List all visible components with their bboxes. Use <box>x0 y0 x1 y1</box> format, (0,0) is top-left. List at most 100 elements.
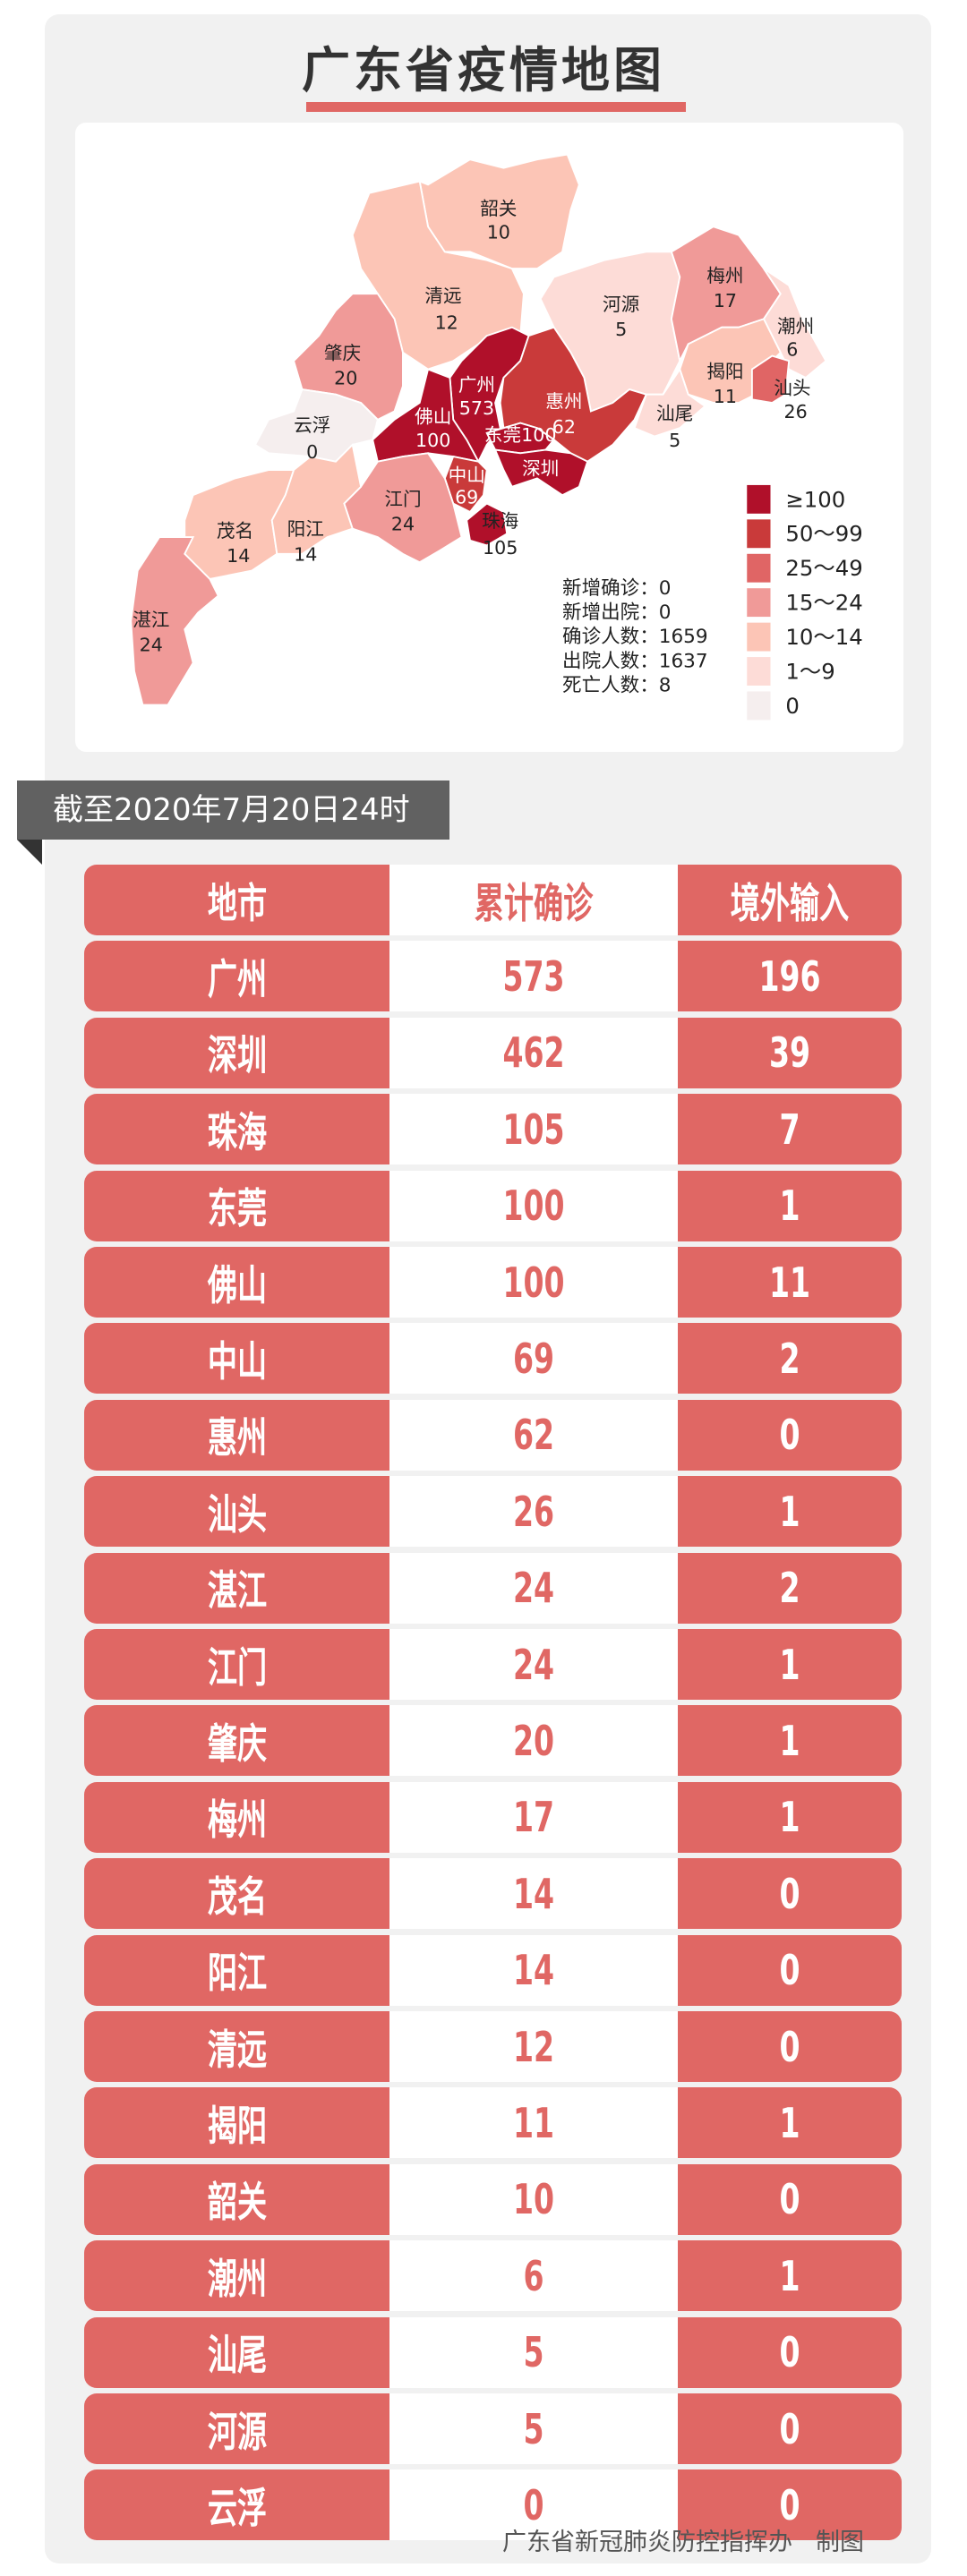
table-row: 湛江 24 2 <box>84 1552 902 1624</box>
imported-cell: 境外输入 <box>678 865 902 935</box>
map-region-value: 26 <box>784 401 808 422</box>
cell-text: 1 <box>779 1640 800 1689</box>
cell-text: 196 <box>758 951 821 1001</box>
cell-text: 1 <box>779 1716 800 1765</box>
total-confirmed-cell: 14 <box>389 1934 678 2006</box>
table-row: 东莞 100 1 <box>84 1170 902 1241</box>
cell-text: 14 <box>512 1869 555 1918</box>
cell-text: 17 <box>512 1793 555 1842</box>
city-cell: 汕头 <box>84 1476 389 1548</box>
city-cell: 韶关 <box>84 2163 389 2235</box>
city-cell: 珠海 <box>84 1094 389 1165</box>
imported-cell: 2 <box>678 1552 902 1624</box>
map-region-name: 湛江 <box>133 609 169 630</box>
imported-cell: 2 <box>678 1323 902 1395</box>
map-region-value: 12 <box>435 312 458 334</box>
map-region-value: 105 <box>483 537 518 559</box>
cell-text: 1 <box>779 2098 800 2147</box>
table-header-row: 地市 累计确诊 境外输入 <box>84 865 902 935</box>
map-region-value: 5 <box>615 319 627 340</box>
cell-text: 0 <box>779 2404 800 2453</box>
legend-swatch <box>747 657 771 686</box>
city-cell: 地市 <box>84 865 389 935</box>
cell-text: 广州 <box>207 954 267 1003</box>
total-confirmed-cell: 10 <box>389 2163 678 2235</box>
city-cell: 佛山 <box>84 1247 389 1318</box>
map-region-label: 东莞100 <box>484 424 557 446</box>
table-row: 广州 573 196 <box>84 941 902 1012</box>
cell-text: 573 <box>502 951 565 1001</box>
total-confirmed-cell: 14 <box>389 1858 678 1930</box>
cell-text: 0 <box>779 1411 800 1460</box>
map-region-name: 阳江 <box>287 518 324 540</box>
map-stat: 新增确诊：0 <box>562 577 671 600</box>
table-row: 揭阳 11 1 <box>84 2087 902 2159</box>
total-confirmed-cell: 573 <box>389 941 678 1012</box>
cell-text: 地市 <box>207 878 267 927</box>
map-region-value: 10 <box>487 221 510 243</box>
cell-text: 69 <box>512 1334 555 1383</box>
cell-text: 100 <box>502 1181 565 1231</box>
map-region-name: 潮州 <box>777 315 814 337</box>
table-row: 梅州 17 1 <box>84 1781 902 1853</box>
map-region-value: 462 <box>523 487 558 508</box>
legend-label: 50～99 <box>785 521 862 547</box>
cell-text: 中山 <box>207 1336 267 1386</box>
cell-text: 6 <box>523 2251 544 2300</box>
total-confirmed-cell: 24 <box>389 1552 678 1624</box>
imported-cell: 0 <box>678 1858 902 1930</box>
imported-cell: 0 <box>678 1934 902 2006</box>
cell-text: 阳江 <box>207 1949 267 1998</box>
table-row: 韶关 10 0 <box>84 2163 902 2235</box>
imported-cell: 1 <box>678 2087 902 2159</box>
map-region-name: 佛山 <box>415 406 451 428</box>
map-region-name: 河源 <box>603 294 639 315</box>
city-cell: 阳江 <box>84 1934 389 2006</box>
map-region-name: 深圳 <box>522 458 559 480</box>
cell-text: 7 <box>779 1105 800 1154</box>
cell-text: 24 <box>512 1564 555 1613</box>
map-region-value: 14 <box>227 545 250 567</box>
footer-org: 广东省新冠肺炎防控指挥办 <box>502 2529 792 2556</box>
table-row: 肇庆 20 1 <box>84 1705 902 1777</box>
map-region-name: 茂名 <box>217 520 253 542</box>
legend-label: 0 <box>785 693 800 719</box>
table-row: 河源 5 0 <box>84 2393 902 2464</box>
table-row: 云浮 0 0 <box>84 2469 902 2541</box>
cell-text: 0 <box>523 2480 544 2529</box>
cell-text: 0 <box>779 2022 800 2071</box>
cell-text: 揭阳 <box>207 2101 267 2150</box>
cell-text: 20 <box>512 1716 555 1765</box>
cell-text: 汕头 <box>207 1489 267 1539</box>
city-cell: 肇庆 <box>84 1705 389 1777</box>
map-region-value: 0 <box>306 441 318 463</box>
city-cell: 湛江 <box>84 1552 389 1624</box>
map-region-name: 揭阳 <box>706 361 743 382</box>
cell-text: 0 <box>779 2175 800 2224</box>
city-cell: 广州 <box>84 941 389 1012</box>
cell-text: 云浮 <box>207 2483 267 2532</box>
title-underline <box>306 102 686 112</box>
map-region-name: 梅州 <box>706 265 743 286</box>
total-confirmed-cell: 100 <box>389 1247 678 1318</box>
total-confirmed-cell: 105 <box>389 1094 678 1165</box>
cell-text: 62 <box>512 1411 555 1460</box>
cell-text: 累计确诊 <box>474 878 594 927</box>
table-row: 惠州 62 0 <box>84 1399 902 1471</box>
cell-text: 105 <box>502 1105 565 1154</box>
legend-label: 15～24 <box>785 590 862 616</box>
map-region-name: 汕头 <box>774 378 810 399</box>
total-confirmed-cell: 100 <box>389 1170 678 1241</box>
table-row: 清远 12 0 <box>84 2011 902 2082</box>
cell-text: 1 <box>779 1487 800 1536</box>
total-confirmed-cell: 26 <box>389 1476 678 1548</box>
map-stat: 确诊人数：1659 <box>562 626 708 648</box>
imported-cell: 196 <box>678 941 902 1012</box>
banner-fold <box>17 840 42 865</box>
footer-suffix: 制图 <box>816 2529 864 2556</box>
map-region-value: 100 <box>415 430 450 451</box>
map-region <box>493 448 589 497</box>
cell-text: 14 <box>512 1946 555 1995</box>
table-row: 中山 69 2 <box>84 1323 902 1395</box>
